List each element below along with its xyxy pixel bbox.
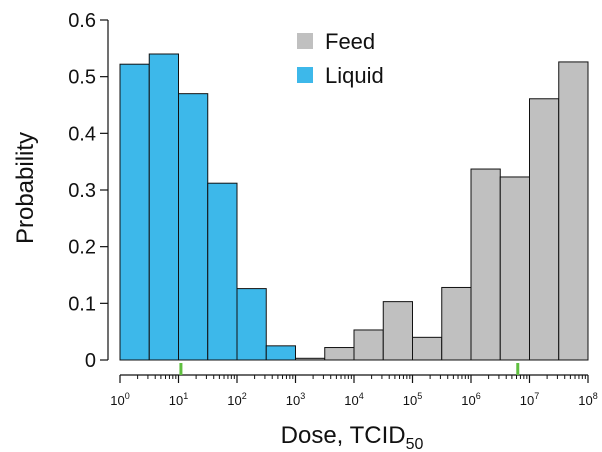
bar-feed-0 (295, 357, 326, 361)
bar-feed-4 (412, 336, 443, 361)
bar-feed-9 (558, 61, 589, 361)
bar-liquid-1 (148, 53, 180, 361)
legend-swatch-feed (297, 33, 313, 49)
y-tick-label-4: 0.4 (68, 123, 96, 145)
legend: Feed Liquid (297, 29, 384, 88)
y-tick-label-3: 0.3 (68, 180, 96, 202)
bar-feed-6 (470, 168, 501, 361)
x-axis-label-base: Dose, TCID (281, 422, 406, 449)
bar-feed-7 (499, 176, 530, 361)
legend-swatch-liquid (297, 67, 313, 83)
bar-feed-5 (441, 286, 472, 361)
x-axis-label: Dose, TCID50 (281, 422, 424, 452)
bar-liquid-2 (178, 93, 209, 361)
y-tick-label-0: 0 (85, 350, 96, 372)
legend-label-liquid: Liquid (325, 63, 384, 88)
plot-area (119, 53, 589, 361)
bar-liquid-3 (207, 182, 238, 361)
x-tick-label-1: 101 (169, 391, 188, 408)
bar-liquid-5 (265, 345, 297, 361)
y-tick-label-1: 0.1 (68, 293, 96, 315)
y-axis: 0 0.1 0.2 0.3 0.4 0.5 0.6 (68, 10, 109, 372)
y-tick-label-6: 0.6 (68, 10, 96, 32)
y-axis-label: Probability (12, 132, 39, 244)
bar-feed-1 (324, 347, 355, 361)
x-tick-label-8: 108 (578, 391, 597, 408)
x-axis: 100 101 102 103 104 105 106 107 108 (110, 363, 598, 408)
x-tick-label-7: 107 (520, 391, 539, 408)
bar-feed-8 (529, 98, 560, 361)
x-axis-label-subscript: 50 (406, 436, 424, 452)
y-tick-label-2: 0.2 (68, 237, 96, 259)
x-tick-label-3: 103 (286, 391, 305, 408)
x-tick-label-4: 104 (344, 391, 363, 408)
bar-feed-2 (353, 329, 384, 361)
y-tick-label-5: 0.5 (68, 67, 96, 89)
legend-label-feed: Feed (325, 29, 375, 54)
bar-feed-3 (382, 301, 414, 361)
x-tick-label-2: 102 (227, 391, 246, 408)
bar-liquid-4 (236, 288, 267, 361)
x-tick-label-0: 100 (110, 391, 129, 408)
bar-liquid-0 (119, 63, 150, 361)
x-tick-label-6: 106 (461, 391, 480, 408)
x-tick-label-5: 105 (403, 391, 422, 408)
